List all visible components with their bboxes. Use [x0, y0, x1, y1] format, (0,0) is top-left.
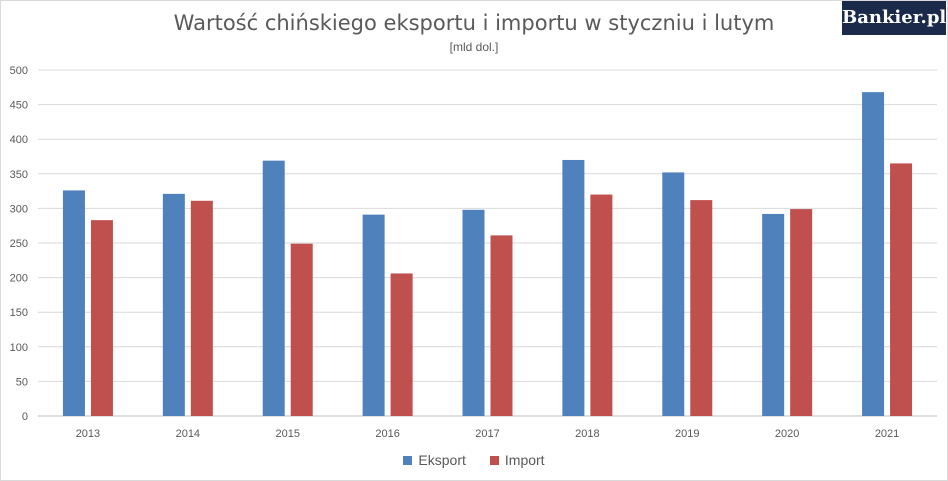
bar-import-2013 [90, 220, 113, 416]
y-tick-label: 100 [10, 342, 28, 354]
bar-import-2021 [890, 163, 913, 416]
bar-eksport-2016 [362, 214, 385, 416]
legend-item-export: Eksport [403, 452, 466, 468]
chart-subtitle: [mld dol.] [449, 40, 499, 54]
y-tick-label: 450 [10, 100, 28, 112]
legend-label-export: Eksport [418, 452, 466, 468]
bar-import-2018 [590, 194, 613, 416]
bar-import-2020 [790, 209, 813, 416]
y-tick-label: 200 [10, 273, 28, 285]
bar-import-2016 [390, 273, 413, 416]
bar-eksport-2017 [462, 209, 485, 416]
bar-eksport-2015 [262, 160, 285, 416]
bar-eksport-2019 [662, 172, 685, 416]
x-tick-label: 2017 [475, 428, 499, 440]
bar-eksport-2021 [862, 92, 885, 417]
y-tick-label: 300 [10, 203, 28, 215]
x-tick-label: 2015 [275, 428, 299, 440]
x-tick-label: 2013 [76, 428, 100, 440]
bar-import-2015 [290, 243, 313, 416]
x-tick-label: 2014 [176, 428, 200, 440]
x-tick-label: 2018 [575, 428, 599, 440]
y-tick-label: 350 [10, 169, 28, 181]
x-tick-label: 2019 [675, 428, 699, 440]
y-tick-label: 0 [22, 411, 28, 423]
bar-import-2017 [490, 235, 513, 416]
legend-label-import: Import [504, 452, 545, 468]
legend-item-import: Import [489, 452, 545, 468]
y-tick-label: 150 [10, 307, 28, 319]
x-tick-label: 2020 [775, 428, 799, 440]
bar-eksport-2013 [62, 190, 85, 416]
bar-import-2014 [190, 200, 213, 416]
x-tick-label: 2016 [375, 428, 399, 440]
legend-swatch-import [489, 455, 499, 465]
bar-eksport-2018 [562, 159, 585, 416]
y-tick-label: 500 [10, 65, 28, 77]
bar-eksport-2014 [162, 193, 185, 416]
y-tick-label: 50 [16, 376, 28, 388]
y-tick-label: 250 [10, 238, 28, 250]
y-tick-label: 400 [10, 134, 28, 146]
legend-swatch-export [403, 455, 413, 465]
bar-import-2019 [690, 200, 713, 416]
bar-eksport-2020 [762, 213, 785, 416]
legend: Eksport Import [0, 452, 948, 468]
chart-title: Wartość chińskiego eksportu i importu w … [173, 11, 775, 35]
bankier-logo: Bankier.pl [842, 1, 946, 35]
x-tick-label: 2021 [875, 428, 899, 440]
